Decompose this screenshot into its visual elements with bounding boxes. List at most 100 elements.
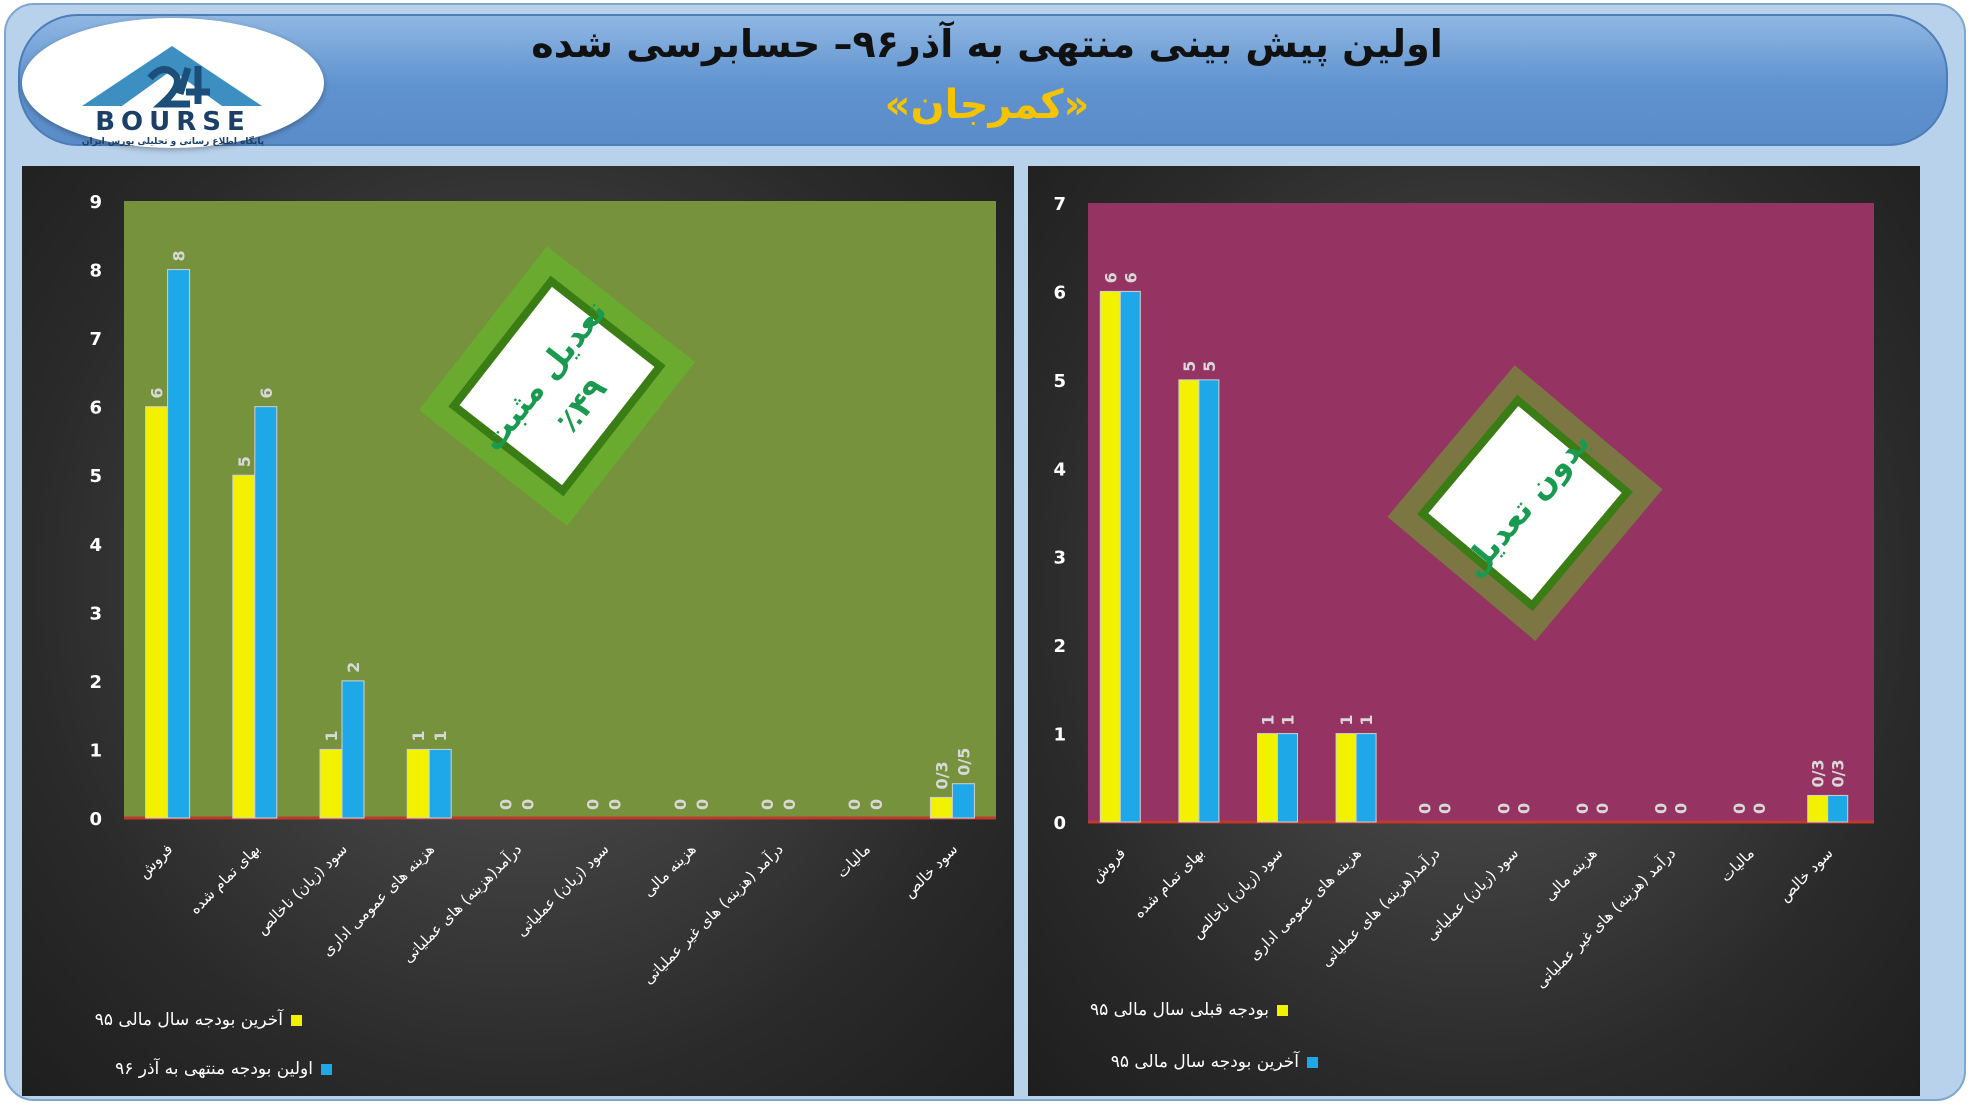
data-label: 0 <box>1436 803 1455 814</box>
bar-series-2 <box>1355 733 1377 823</box>
y-tick-label: 1 <box>1053 725 1066 746</box>
legend-swatch-yellow <box>1277 1004 1288 1016</box>
stamp-badge: تعدیل مثبت٪۴۹ <box>418 246 696 526</box>
y-tick-label: 5 <box>1053 371 1066 392</box>
stamp-glow <box>418 246 696 526</box>
data-label: 1 <box>322 730 341 741</box>
y-tick-label: 1 <box>89 740 102 761</box>
bar-series-2 <box>951 783 975 819</box>
data-label: 0 <box>1593 803 1612 814</box>
x-tick-label: درآمد (هزینه) های غیر عملیاتی <box>639 840 787 988</box>
x-tick-label: فروش <box>135 840 177 882</box>
company-name: «کمرجان» <box>884 82 1090 128</box>
data-label: 0 <box>1514 803 1533 814</box>
bar-series-1 <box>406 748 430 819</box>
data-label: 0 <box>693 799 712 810</box>
data-label: 0 <box>518 799 537 810</box>
data-label: 5 <box>1200 361 1219 372</box>
bar-series-2 <box>167 269 191 819</box>
stamp-border <box>448 275 666 497</box>
data-label: 0/5 <box>954 748 973 776</box>
bar-series-2 <box>1827 794 1849 823</box>
bar-series-2 <box>254 406 278 819</box>
y-tick-label: 8 <box>89 261 102 282</box>
bourse-logo: BOURSE پایگاه اطلاع رسانی و تحلیلی بورس … <box>22 18 324 148</box>
bar-series-1 <box>1335 733 1357 823</box>
page-title: اولین پیش بینی منتهی به آذر۹۶– حسابرسی ش… <box>531 22 1443 66</box>
data-label: 0 <box>1494 803 1513 814</box>
x-tick-label: هزینه مالی <box>1540 844 1600 904</box>
data-label: 6 <box>257 388 276 399</box>
header-banner <box>18 14 1948 146</box>
x-tick-label: بهای تمام شده <box>1130 844 1208 922</box>
x-tick-label: سود (زیان) عملیاتی <box>512 840 612 940</box>
data-label: 1 <box>1337 714 1356 725</box>
data-label: 0 <box>671 799 690 810</box>
logo-graphic: BOURSE پایگاه اطلاع رسانی و تحلیلی بورس … <box>82 46 264 147</box>
y-tick-label: 3 <box>89 603 102 624</box>
y-tick-label: 3 <box>1053 548 1066 569</box>
data-label: 1 <box>409 730 428 741</box>
stamp-glow <box>1387 365 1663 641</box>
data-label: 0/3 <box>1809 759 1828 787</box>
x-tick-label: فروش <box>1087 844 1129 886</box>
y-tick-label: 5 <box>89 466 102 487</box>
data-label: 5 <box>1180 361 1199 372</box>
data-label: 2 <box>344 662 363 673</box>
y-tick-label: 4 <box>89 535 102 556</box>
x-tick-label: درآمد (هزینه) های غیر عملیاتی <box>1532 844 1680 992</box>
x-tick-label: بهای تمام شده <box>186 840 264 918</box>
data-label: 1 <box>1259 714 1278 725</box>
y-tick-label: 0 <box>1053 813 1066 834</box>
x-tick-label: سود خالص <box>1775 844 1836 905</box>
bar-series-1 <box>1257 733 1278 823</box>
bar-series-1 <box>1178 379 1200 823</box>
y-tick-label: 6 <box>89 398 102 419</box>
y-tick-label: 7 <box>1053 194 1066 215</box>
data-label: 0 <box>1750 803 1769 814</box>
logo-tagline: پایگاه اطلاع رسانی و تحلیلی بورس ایران <box>82 135 264 147</box>
stamp-border <box>1417 394 1633 612</box>
x-tick-label: مالیات <box>833 840 874 881</box>
x-tick-label: هزینه مالی <box>639 840 699 900</box>
data-label: 1 <box>1279 714 1298 725</box>
bar-series-1 <box>1099 290 1121 823</box>
data-label: 0 <box>845 799 864 810</box>
bar-series-1 <box>929 796 953 819</box>
data-label: 0 <box>1416 803 1435 814</box>
data-label: 0 <box>1672 803 1691 814</box>
logo-digit-4 <box>176 66 210 104</box>
legend-label: بودجه قبلی سال مالی ۹۵ <box>1089 1000 1269 1020</box>
data-label: 6 <box>148 388 167 399</box>
logo-digit-2 <box>147 66 190 108</box>
x-tick-label: سود (زیان) ناخالص <box>253 840 351 938</box>
data-label: 0/3 <box>932 761 951 789</box>
bar-series-2 <box>341 680 365 819</box>
data-label: 0 <box>1573 803 1592 814</box>
stamp-face <box>1428 405 1622 601</box>
data-label: 0 <box>780 799 799 810</box>
stamp-badge: بدون تعدیل <box>1387 365 1663 641</box>
bar-series-2 <box>1198 379 1220 823</box>
legend-swatch-yellow <box>291 1014 302 1026</box>
left-bar-chart: 0 1 2 3 4 5 6 7 8 9 6 8 فروش 5 6 بهای تمام شده 1 2 سود (زی… <box>89 192 996 988</box>
bar-series-2 <box>1119 290 1141 823</box>
y-tick-label: 6 <box>1053 282 1066 303</box>
legend-item-1: بودجه قبلی سال مالی ۹۵ <box>1090 1000 1288 1020</box>
right-chart-panel: 0 1 2 3 4 5 6 7 6 6 فروش 5 5 بهای تمام شده 1 1 سود (زیان… <box>1028 166 1920 1096</box>
legend-label: آخرین بودجه سال مالی ۹۵ <box>94 1010 283 1030</box>
legend-swatch-cyan <box>321 1063 332 1075</box>
data-label: 1 <box>1357 714 1376 725</box>
bar-series-1 <box>319 748 343 819</box>
data-label: 0 <box>606 799 625 810</box>
bar-series-1 <box>145 406 169 819</box>
data-label: 1 <box>431 730 450 741</box>
legend-item-2: اولین بودجه منتهی به آذر ۹۶ <box>115 1059 332 1079</box>
legend-item-1: آخرین بودجه سال مالی ۹۵ <box>95 1010 302 1030</box>
data-label: 0 <box>1730 803 1749 814</box>
y-tick-label: 9 <box>89 192 102 213</box>
bar-series-2 <box>428 748 452 819</box>
y-tick-label: 4 <box>1053 459 1066 480</box>
